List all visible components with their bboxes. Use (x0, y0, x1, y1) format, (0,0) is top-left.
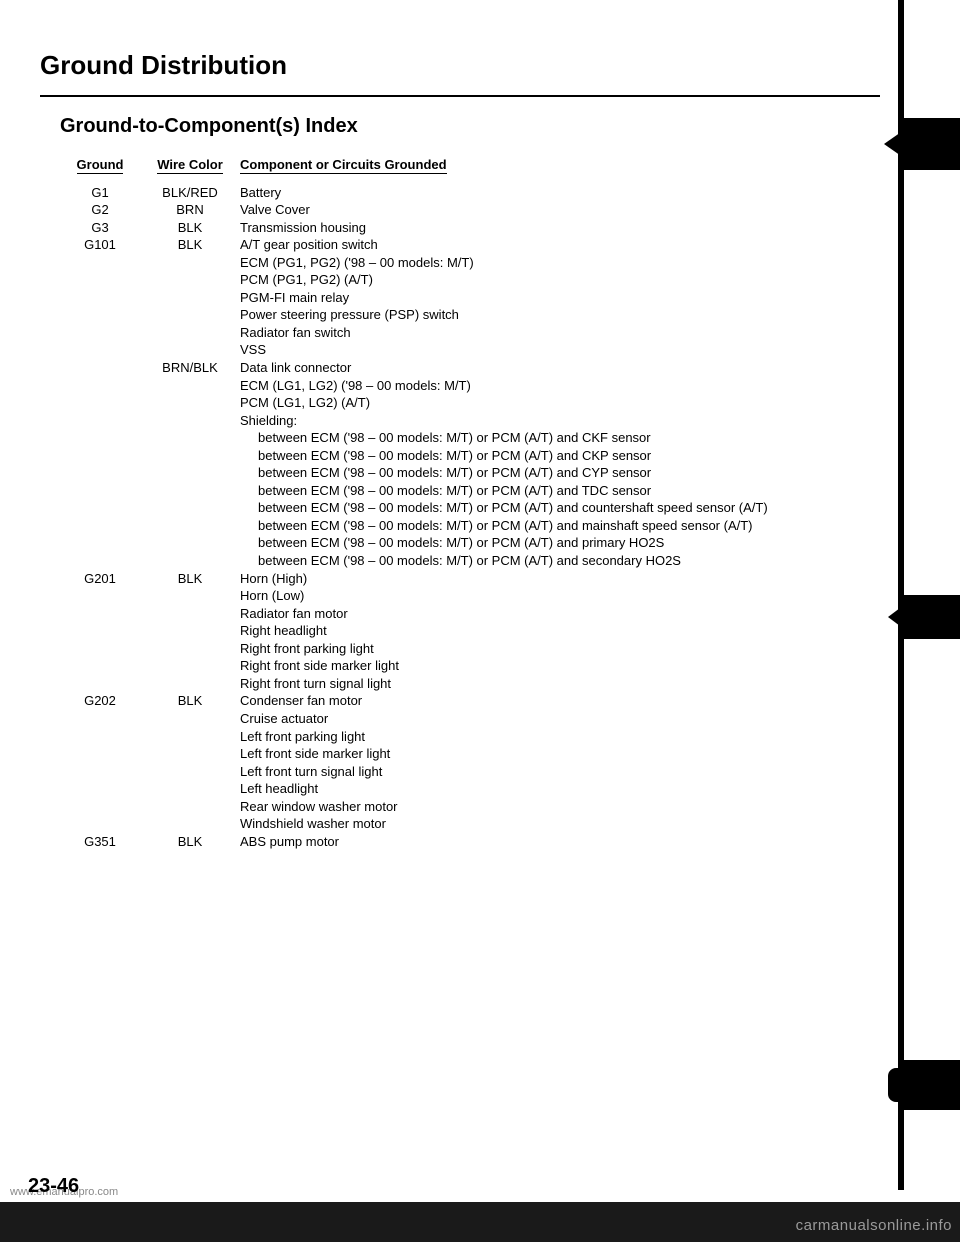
component-line: A/T gear position switch (240, 236, 880, 254)
component-line-indented: between ECM ('98 – 00 models: M/T) or PC… (240, 534, 880, 552)
ground-cell: G3 (60, 219, 140, 237)
table-header-row: Ground Wire Color Component or Circuits … (60, 156, 880, 174)
component-line: Horn (High) (240, 570, 880, 588)
section-subtitle: Ground-to-Component(s) Index (60, 115, 880, 138)
header-ground: Ground (77, 157, 124, 174)
component-cell: Transmission housing (240, 219, 880, 237)
horizontal-rule (40, 95, 880, 97)
component-line-indented: between ECM ('98 – 00 models: M/T) or PC… (240, 464, 880, 482)
component-cell: ABS pump motor (240, 833, 880, 851)
ground-cell: G201 (60, 570, 140, 588)
wire-cell: BLK (140, 570, 240, 588)
component-line: Condenser fan motor (240, 692, 880, 710)
table-row: G101BLKA/T gear position switchECM (PG1,… (60, 236, 880, 359)
component-line: Right front turn signal light (240, 675, 880, 693)
table-row: G351BLKABS pump motor (60, 833, 880, 851)
table-row: BRN/BLKData link connectorECM (LG1, LG2)… (60, 359, 880, 570)
component-line: Windshield washer motor (240, 815, 880, 833)
component-line: Cruise actuator (240, 710, 880, 728)
tab-icon (904, 1060, 960, 1110)
component-line: VSS (240, 341, 880, 359)
component-cell: Condenser fan motorCruise actuatorLeft f… (240, 692, 880, 832)
component-line: Radiator fan switch (240, 324, 880, 342)
tab-icon (904, 118, 960, 170)
wire-cell: BLK (140, 236, 240, 254)
component-line-indented: between ECM ('98 – 00 models: M/T) or PC… (240, 447, 880, 465)
binder-tabs (890, 0, 960, 1200)
component-cell: A/T gear position switchECM (PG1, PG2) (… (240, 236, 880, 359)
component-line: Transmission housing (240, 219, 880, 237)
component-line: Power steering pressure (PSP) switch (240, 306, 880, 324)
component-line: Left front turn signal light (240, 763, 880, 781)
component-line-indented: between ECM ('98 – 00 models: M/T) or PC… (240, 482, 880, 500)
component-line: Valve Cover (240, 201, 880, 219)
page-content: Ground Distribution Ground-to-Component(… (40, 50, 880, 850)
component-line-indented: between ECM ('98 – 00 models: M/T) or PC… (240, 517, 880, 535)
component-line: PCM (LG1, LG2) (A/T) (240, 394, 880, 412)
component-line: Shielding: (240, 412, 880, 430)
table-row: G3BLKTransmission housing (60, 219, 880, 237)
page-title: Ground Distribution (40, 50, 880, 81)
component-line: ABS pump motor (240, 833, 880, 851)
component-line: Battery (240, 184, 880, 202)
ground-cell: G202 (60, 692, 140, 710)
ground-cell: G1 (60, 184, 140, 202)
component-line-indented: between ECM ('98 – 00 models: M/T) or PC… (240, 499, 880, 517)
component-line: PGM-FI main relay (240, 289, 880, 307)
component-line: Right front parking light (240, 640, 880, 658)
component-line: ECM (PG1, PG2) ('98 – 00 models: M/T) (240, 254, 880, 272)
tab-icon (904, 595, 960, 639)
component-line: Horn (Low) (240, 587, 880, 605)
component-line: Left headlight (240, 780, 880, 798)
ground-cell: G351 (60, 833, 140, 851)
component-line: Data link connector (240, 359, 880, 377)
table-row: G1BLK/REDBattery (60, 184, 880, 202)
wire-cell: BLK/RED (140, 184, 240, 202)
watermark-right: carmanualsonline.info (796, 1217, 952, 1234)
ground-cell: G101 (60, 236, 140, 254)
wire-cell: BRN (140, 201, 240, 219)
component-line-indented: between ECM ('98 – 00 models: M/T) or PC… (240, 552, 880, 570)
component-line: Right front side marker light (240, 657, 880, 675)
ground-table: Ground Wire Color Component or Circuits … (60, 156, 880, 850)
wire-cell: BRN/BLK (140, 359, 240, 377)
component-line: PCM (PG1, PG2) (A/T) (240, 271, 880, 289)
page-number: 23-46 (28, 1175, 79, 1198)
wire-cell: BLK (140, 219, 240, 237)
component-cell: Valve Cover (240, 201, 880, 219)
component-line: Radiator fan motor (240, 605, 880, 623)
header-component: Component or Circuits Grounded (240, 157, 447, 174)
ground-cell: G2 (60, 201, 140, 219)
table-row: G202BLKCondenser fan motorCruise actuato… (60, 692, 880, 832)
wire-cell: BLK (140, 692, 240, 710)
component-cell: Data link connectorECM (LG1, LG2) ('98 –… (240, 359, 880, 570)
component-line: Right headlight (240, 622, 880, 640)
component-line: Left front parking light (240, 728, 880, 746)
component-line: Left front side marker light (240, 745, 880, 763)
component-line: Rear window washer motor (240, 798, 880, 816)
header-wire: Wire Color (157, 157, 223, 174)
component-cell: Horn (High)Horn (Low)Radiator fan motorR… (240, 570, 880, 693)
component-cell: Battery (240, 184, 880, 202)
wire-cell: BLK (140, 833, 240, 851)
component-line: ECM (LG1, LG2) ('98 – 00 models: M/T) (240, 377, 880, 395)
table-row: G2BRNValve Cover (60, 201, 880, 219)
table-row: G201BLKHorn (High)Horn (Low)Radiator fan… (60, 570, 880, 693)
component-line-indented: between ECM ('98 – 00 models: M/T) or PC… (240, 429, 880, 447)
